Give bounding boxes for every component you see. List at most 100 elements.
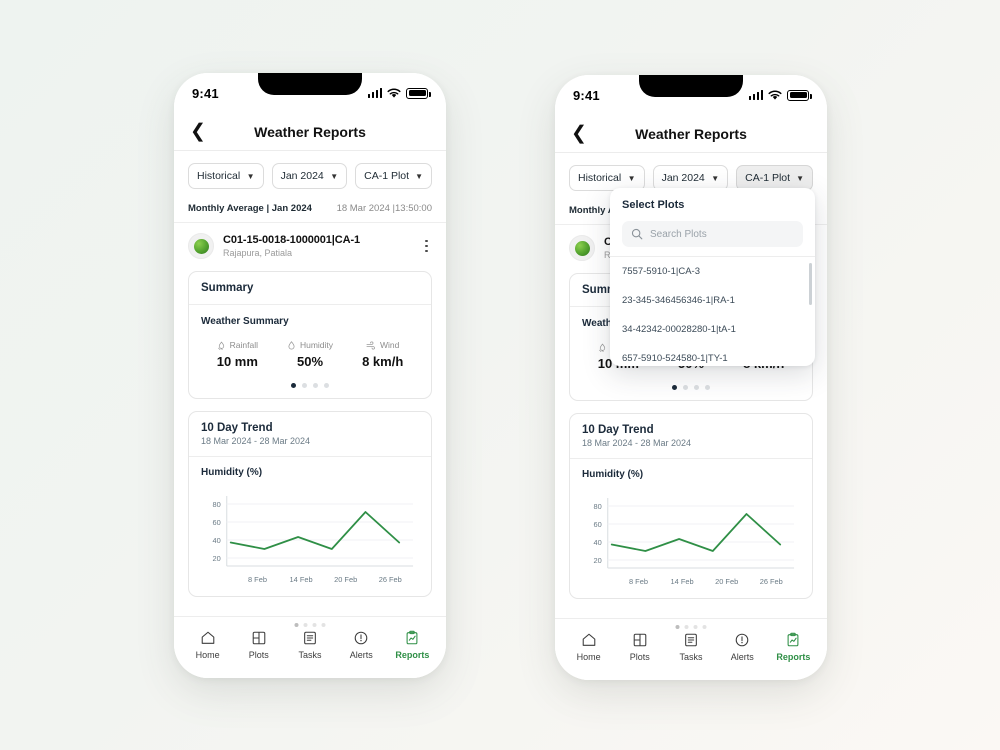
summary-pagination-dots[interactable] [582, 385, 800, 390]
svg-text:8 Feb: 8 Feb [629, 577, 648, 586]
tab-tasks[interactable]: Tasks [284, 630, 335, 660]
bottom-nav-right: Home Plots Tasks [555, 618, 827, 680]
chevron-left-icon[interactable]: ❮ [571, 123, 587, 144]
search-input[interactable] [650, 228, 794, 240]
home-icon [201, 631, 214, 644]
list-item[interactable]: 23-345-346456346-1|RA-1 [622, 295, 735, 306]
screen-left: 9:41 ❮ Weather Reports Historical ▼ [174, 73, 446, 678]
kebab-menu-icon[interactable] [421, 236, 432, 257]
list-item[interactable]: 34-42342-00028280-1|tA-1 [622, 324, 736, 335]
tab-plots-label: Plots [629, 651, 650, 662]
filter-historical-label: Historical [197, 170, 241, 182]
status-bar-right: 9:41 [555, 75, 827, 115]
svg-text:14 Feb: 14 Feb [671, 577, 694, 586]
metric-wind: Wind 8 km/h [346, 340, 419, 369]
chevron-left-icon[interactable]: ❮ [190, 121, 206, 142]
list-item[interactable]: 657-5910-524580-1|TY-1 [622, 353, 728, 364]
humidity-line-chart: 80 60 40 20 8 Feb 14 Feb 20 Feb 26 Feb [213, 496, 414, 584]
tab-reports-label: Reports [395, 649, 430, 660]
chevron-down-icon: ▼ [246, 171, 255, 181]
tab-alerts[interactable]: Alerts [336, 630, 387, 660]
leaf-avatar-icon [188, 233, 214, 259]
status-time-right: 9:41 [573, 87, 600, 103]
search-plots-field[interactable] [622, 221, 803, 247]
filter-plot[interactable]: CA-1 Plot ▼ [736, 165, 813, 191]
summary-pagination-dots[interactable] [201, 383, 419, 388]
tab-home[interactable]: Home [182, 630, 233, 660]
chart-ylabel: Humidity (%) [201, 467, 263, 478]
phone-right: 9:41 ❮ Weather Reports Historical ▼ [555, 75, 827, 680]
svg-text:20 Feb: 20 Feb [715, 577, 738, 586]
metric-humidity: Humidity 50% [274, 340, 347, 369]
plot-row[interactable]: C01-15-0018-1000001|CA-1 Rajapura, Patia… [174, 223, 446, 271]
drag-handle[interactable] [294, 623, 326, 627]
drag-handle[interactable] [675, 625, 707, 629]
filter-month[interactable]: Jan 2024 ▼ [271, 163, 348, 189]
tab-tasks-label: Tasks [298, 649, 322, 660]
metric-humidity-value: 50% [296, 354, 324, 369]
svg-text:26 Feb: 26 Feb [760, 577, 783, 586]
trend-card-header: 10 Day Trend 18 Mar 2024 - 28 Mar 2024 [570, 414, 812, 459]
status-time: 9:41 [192, 85, 219, 101]
trend-card: 10 Day Trend 18 Mar 2024 - 28 Mar 2024 H… [188, 411, 432, 597]
svg-text:26 Feb: 26 Feb [379, 575, 402, 584]
signal-icon [748, 90, 763, 100]
tab-alerts[interactable]: Alerts [717, 632, 768, 662]
trend-card-header: 10 Day Trend 18 Mar 2024 - 28 Mar 2024 [189, 412, 431, 457]
dropdown-title: Select Plots [622, 199, 685, 211]
filter-historical[interactable]: Historical ▼ [188, 163, 264, 189]
filter-plot[interactable]: CA-1 Plot ▼ [355, 163, 432, 189]
wind-icon [366, 340, 375, 350]
status-icons-right [748, 89, 812, 101]
dropdown-scrollbar[interactable] [809, 263, 812, 305]
metric-humidity-label-row: Humidity [274, 340, 347, 350]
plots-icon [252, 631, 266, 644]
signal-icon [367, 88, 382, 98]
dropdown-list[interactable]: 7557-5910-1|CA-3 23-345-346456346-1|RA-1… [610, 256, 815, 366]
trend-title: 10 Day Trend [201, 422, 273, 434]
tab-reports-label: Reports [776, 651, 811, 662]
tab-reports[interactable]: Reports [768, 632, 819, 662]
weather-summary-label: Weather Summary [201, 316, 289, 327]
svg-text:14 Feb: 14 Feb [290, 575, 313, 584]
humidity-icon [288, 340, 295, 349]
wifi-icon [768, 90, 782, 100]
plot-text: C01-15-0018-1000001|CA-1 Rajapura, Patia… [223, 234, 412, 258]
filter-historical-label: Historical [578, 172, 622, 184]
wifi-icon [387, 88, 401, 98]
meta-row: Monthly Average | Jan 2024 18 Mar 2024 |… [174, 197, 446, 223]
summary-title: Summary [201, 282, 254, 294]
tab-tasks-label: Tasks [679, 651, 703, 662]
tab-plots[interactable]: Plots [614, 632, 665, 662]
svg-text:20: 20 [213, 554, 221, 563]
summary-card-header: Summary [189, 272, 431, 305]
filter-historical[interactable]: Historical ▼ [569, 165, 645, 191]
tab-home[interactable]: Home [563, 632, 614, 662]
trend-card-right: 10 Day Trend 18 Mar 2024 - 28 Mar 2024 H… [569, 413, 813, 599]
page-title: Weather Reports [254, 123, 366, 140]
home-icon [582, 633, 595, 646]
list-item[interactable]: 7557-5910-1|CA-3 [622, 266, 700, 277]
svg-text:80: 80 [213, 500, 221, 509]
summary-card: Summary Weather Summary Rainfall 10 mm [188, 271, 432, 399]
metric-rainfall-label-row: Rainfall [201, 340, 274, 350]
notch-right [639, 75, 743, 97]
select-plots-dropdown: Select Plots 7557-5910-1|CA-3 23-345-346… [610, 188, 815, 366]
svg-text:8 Feb: 8 Feb [248, 575, 267, 584]
battery-icon [406, 87, 431, 99]
summary-card-body: Weather Summary Rainfall 10 mm [189, 305, 431, 398]
filter-month-label: Jan 2024 [661, 172, 705, 184]
trend-range: 18 Mar 2024 - 28 Mar 2024 [582, 438, 692, 448]
humidity-line-chart: 80 60 40 20 8 Feb 14 Feb 20 Feb 26 Feb [594, 498, 795, 586]
chart-area: Humidity (%) 80 60 40 20 8 Feb 14 Feb 20… [570, 459, 812, 598]
tab-plots[interactable]: Plots [233, 630, 284, 660]
tab-tasks[interactable]: Tasks [665, 632, 716, 662]
filter-month-label: Jan 2024 [280, 170, 324, 182]
tab-reports[interactable]: Reports [387, 630, 438, 660]
chevron-down-icon: ▼ [330, 171, 339, 181]
metric-wind-value: 8 km/h [362, 354, 404, 369]
metric-humidity-label: Humidity [299, 340, 334, 350]
filter-plot-label: CA-1 Plot [745, 172, 791, 184]
metric-wind-label: Wind [379, 340, 400, 350]
tasks-icon [304, 631, 316, 644]
